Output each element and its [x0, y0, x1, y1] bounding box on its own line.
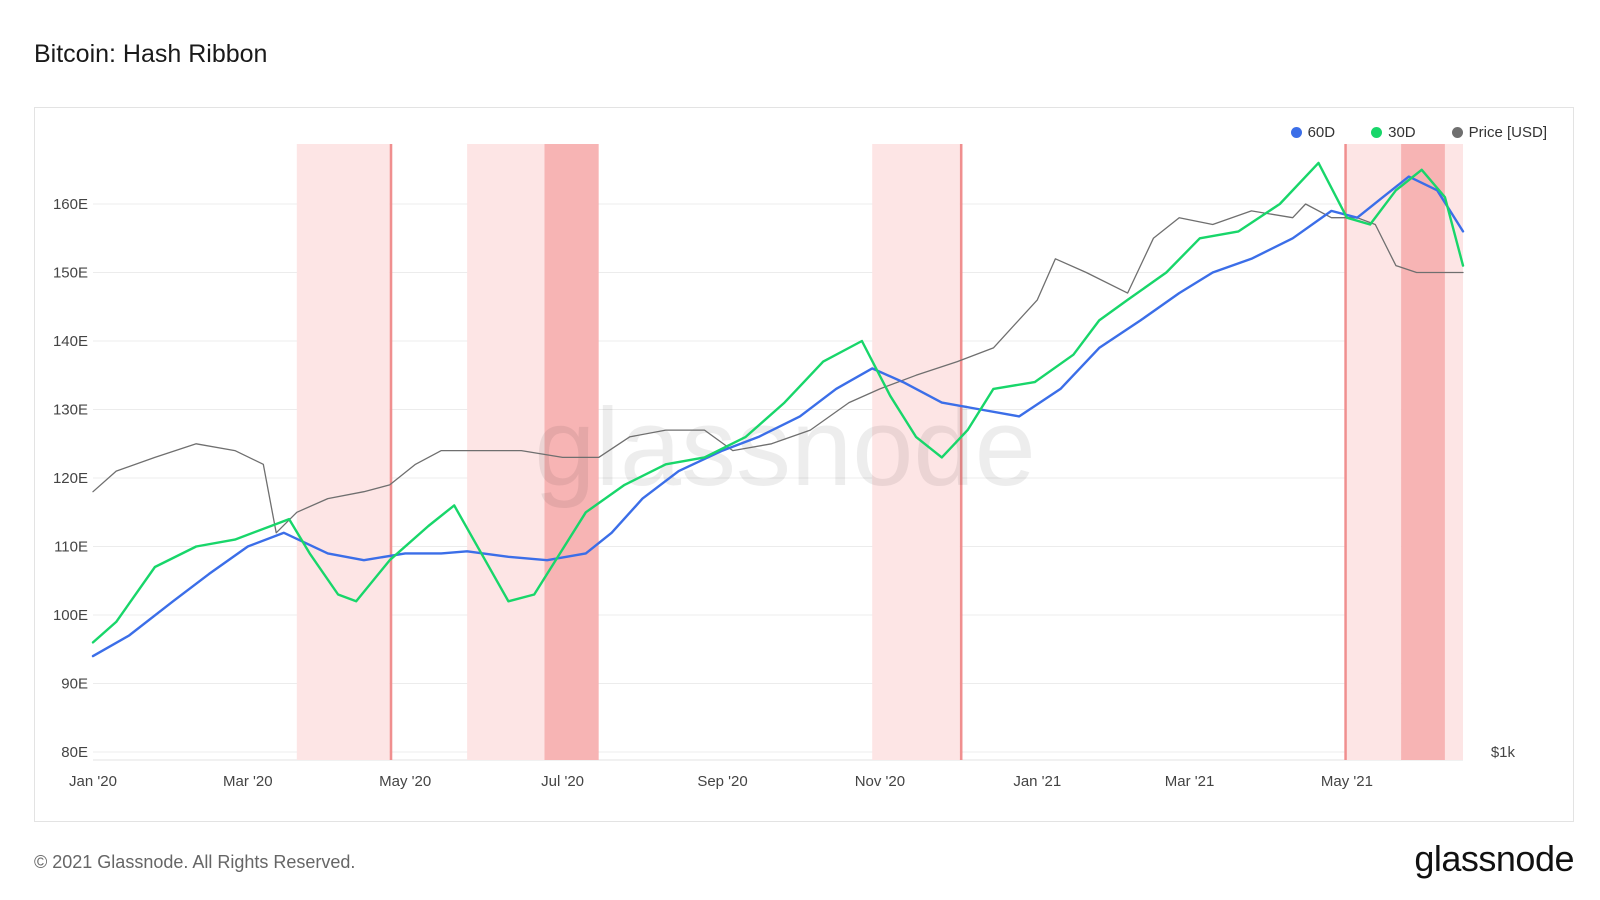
legend-swatch-60d [1290, 127, 1302, 138]
legend-item-60d[interactable]: 60D [1290, 124, 1336, 141]
chart-title: Bitcoin: Hash Ribbon [34, 40, 268, 68]
chart-panel: 60D 30D Price [USD] [34, 107, 1574, 822]
chart-legend: 60D 30D Price [USD] [1290, 124, 1547, 141]
legend-label-30d: 30D [1388, 124, 1416, 141]
copyright-text: © 2021 Glassnode. All Rights Reserved. [34, 852, 356, 872]
legend-item-30d[interactable]: 30D [1371, 124, 1416, 141]
legend-swatch-price [1451, 127, 1463, 138]
legend-label-price: Price [USD] [1468, 124, 1547, 141]
legend-label-60d: 60D [1307, 124, 1336, 141]
legend-item-price[interactable]: Price [USD] [1451, 124, 1547, 141]
brand-logo[interactable]: glassnode [1414, 838, 1574, 879]
legend-swatch-30d [1371, 127, 1383, 138]
